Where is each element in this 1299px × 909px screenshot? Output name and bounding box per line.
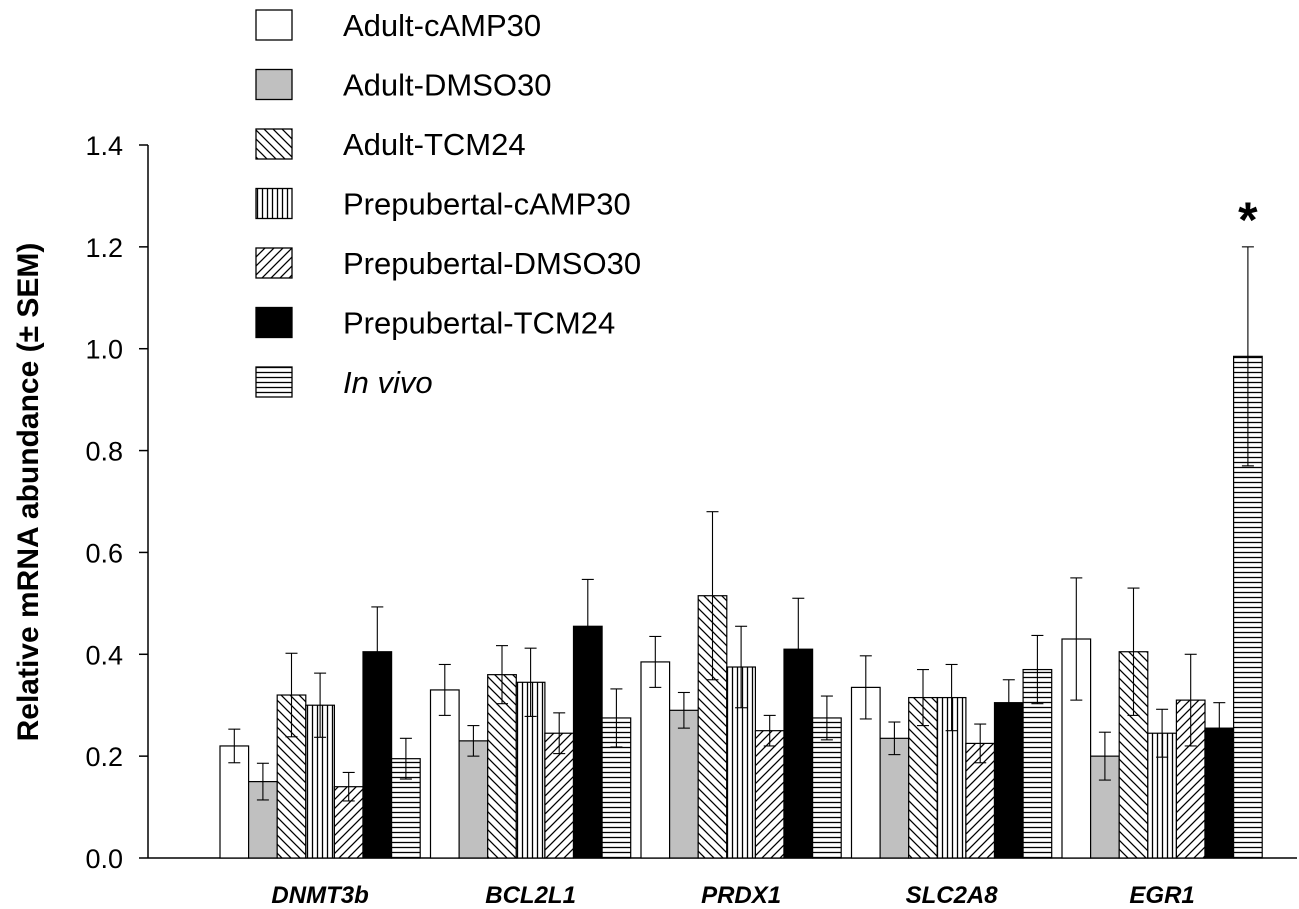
legend-label: Prepubertal-DMSO30 (343, 246, 641, 281)
significance-annotation: * (1238, 192, 1258, 248)
bar (754, 730, 785, 859)
x-category-label: DNMT3b (271, 882, 368, 909)
legend-label: Adult-TCM24 (343, 127, 526, 162)
y-tick-label: 1.4 (85, 131, 123, 161)
x-category-label: BCL2L1 (485, 882, 576, 909)
legend-label: Adult-cAMP30 (343, 8, 541, 43)
y-tick-label: 0.0 (85, 844, 123, 874)
y-tick-label: 0.4 (85, 640, 123, 670)
annotations-group: * (1238, 192, 1258, 248)
y-tick-label: 0.6 (85, 538, 123, 568)
bar (668, 709, 699, 859)
legend-label: Prepubertal-TCM24 (343, 306, 615, 341)
x-category-label: SLC2A8 (906, 882, 999, 909)
legend-swatch (255, 306, 293, 339)
bar (640, 661, 671, 859)
legend-swatch (255, 9, 293, 41)
legend-swatch (255, 187, 293, 220)
y-axis-label: Relative mRNA abundance (± SEM) (12, 243, 45, 742)
legend-label: Prepubertal-cAMP30 (343, 187, 631, 222)
bar (487, 674, 517, 859)
legend: Adult-cAMP30 Adult-DMSO30 Adult-TCM24 Prepu… (255, 8, 641, 400)
legend-swatch (255, 247, 293, 279)
bar (429, 689, 460, 859)
y-tick-label: 1.2 (85, 233, 123, 263)
y-tick-label: 1.0 (85, 335, 123, 365)
x-category-label: PRDX1 (701, 882, 781, 909)
bar (993, 702, 1024, 859)
bar (879, 737, 910, 859)
y-ticks-group: 0.0 0.2 0.4 0.6 0.8 1.0 1.2 1.4 (85, 131, 148, 874)
legend-label: In vivo (343, 365, 433, 400)
x-category-label: EGR1 (1129, 882, 1194, 909)
bars-group (219, 246, 1263, 859)
legend-swatch (255, 68, 293, 101)
y-tick-label: 0.2 (85, 742, 123, 772)
legend-label: Adult-DMSO30 (343, 68, 551, 103)
legend-swatch (255, 366, 293, 398)
y-tick-label: 0.8 (85, 437, 123, 467)
bar (458, 740, 489, 859)
legend-swatch (255, 128, 293, 160)
category-labels-group: DNMT3b BCL2L1 PRDX1 SLC2A8 EGR1 (271, 882, 1194, 909)
